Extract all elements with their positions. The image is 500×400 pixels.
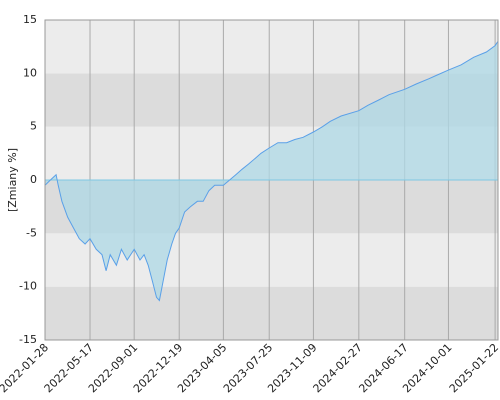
y-tick-label: 0 bbox=[30, 173, 37, 186]
band bbox=[45, 286, 498, 340]
y-tick-label: -5 bbox=[26, 226, 37, 239]
y-tick-label: -10 bbox=[19, 280, 37, 293]
area bbox=[45, 41, 498, 301]
x-tick-label: 2025-01-22 bbox=[447, 341, 500, 395]
y-tick-label: -15 bbox=[19, 333, 37, 346]
plot-frame bbox=[44, 19, 499, 341]
y-tick-label: 15 bbox=[23, 13, 37, 26]
band bbox=[45, 20, 498, 74]
y-axis-label: [Zmiany %] bbox=[6, 148, 19, 212]
y-tick-label: 10 bbox=[23, 66, 37, 79]
line bbox=[44, 41, 499, 302]
y-tick-label: 5 bbox=[30, 120, 37, 133]
